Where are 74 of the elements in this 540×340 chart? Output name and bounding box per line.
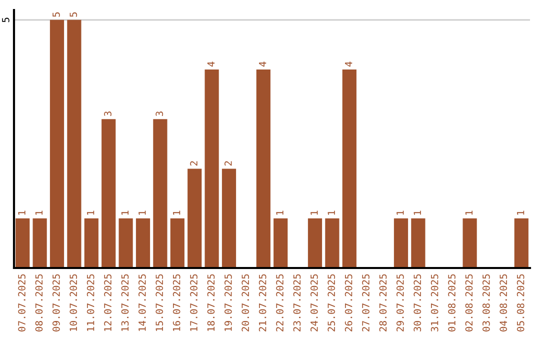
x-tick-label: 30.07.2025	[414, 274, 422, 332]
x-tick-label: 19.07.2025	[224, 274, 232, 331]
data-label: 2	[190, 161, 198, 166]
data-label: 1	[465, 210, 473, 215]
x-tick-label: 03.08.2025	[482, 274, 490, 332]
x-tick-label: 22.07.2025	[276, 274, 284, 332]
data-label: 1	[328, 210, 335, 215]
bar	[514, 218, 528, 268]
x-tick-label: 05.08.2025	[516, 274, 524, 332]
data-label: 1	[18, 210, 26, 215]
x-tick-label: 11.07.2025	[86, 274, 94, 331]
bar	[67, 20, 82, 268]
x-tick-label: 08.07.2025	[35, 274, 43, 332]
x-tick-label: 31.07.2025	[430, 274, 438, 332]
data-label: 1	[517, 210, 524, 215]
data-label: 1	[276, 210, 284, 215]
x-tick-label: 01.08.2025	[448, 274, 456, 332]
bar	[84, 218, 98, 268]
bar	[256, 70, 270, 268]
bar	[204, 70, 219, 268]
bar	[188, 168, 202, 268]
bar	[411, 218, 426, 268]
x-tick-label: 28.07.2025	[379, 274, 387, 332]
x-tick-label: 15.07.2025	[156, 274, 164, 331]
x-tick-label: 20.07.2025	[242, 274, 250, 332]
bar	[153, 119, 168, 268]
x-tick-label: 13.07.2025	[121, 274, 129, 331]
data-label: 1	[87, 210, 94, 215]
x-tick-label: 09.07.2025	[52, 274, 60, 332]
bar	[32, 218, 47, 268]
x-tick-label: 16.07.2025	[172, 274, 180, 331]
bar	[16, 218, 30, 268]
x-tick-label: 29.07.2025	[396, 274, 404, 332]
x-tick-label: 17.07.2025	[190, 274, 198, 331]
data-label: 1	[35, 210, 43, 215]
data-label: 3	[156, 112, 164, 116]
x-tick-label: 12.07.2025	[104, 274, 112, 331]
bar	[136, 218, 150, 268]
bar	[308, 218, 322, 268]
x-tick-label: 07.07.2025	[18, 274, 26, 332]
bar	[102, 119, 116, 268]
data-label: 1	[414, 210, 421, 215]
x-tick-label: 10.07.2025	[70, 274, 78, 331]
bar	[50, 20, 64, 268]
data-label: 5	[70, 12, 78, 17]
data-label: 2	[224, 161, 232, 166]
bar	[325, 218, 340, 268]
x-tick-label: 14.07.2025	[138, 274, 146, 331]
bar	[222, 168, 236, 268]
x-tick-label: 02.08.2025	[465, 274, 473, 332]
x-tick-label: 23.07.2025	[293, 274, 301, 332]
bar	[462, 218, 477, 268]
bar	[342, 70, 356, 268]
data-label: 4	[207, 62, 215, 67]
x-tick-label: 04.08.2025	[500, 274, 508, 332]
bar	[170, 218, 184, 268]
data-label: 1	[396, 210, 404, 215]
data-label: 3	[104, 112, 112, 116]
x-tick-label: 24.07.2025	[310, 274, 318, 332]
data-label: 1	[121, 210, 129, 215]
x-tick-label: 27.07.2025	[362, 274, 370, 332]
x-tick-label: 18.07.2025	[207, 274, 215, 331]
x-tick-label: 21.07.2025	[258, 274, 266, 332]
data-label: 1	[173, 210, 180, 215]
data-label: 4	[345, 62, 352, 67]
x-tick-label: 26.07.2025	[344, 274, 352, 332]
bar	[274, 218, 288, 268]
x-tick-label: 25.07.2025	[328, 274, 336, 332]
data-label: 4	[259, 62, 266, 67]
data-label: 1	[138, 210, 146, 215]
data-label: 5	[52, 12, 60, 17]
bar	[394, 218, 408, 268]
bar	[118, 218, 133, 268]
data-label: 1	[310, 210, 318, 215]
